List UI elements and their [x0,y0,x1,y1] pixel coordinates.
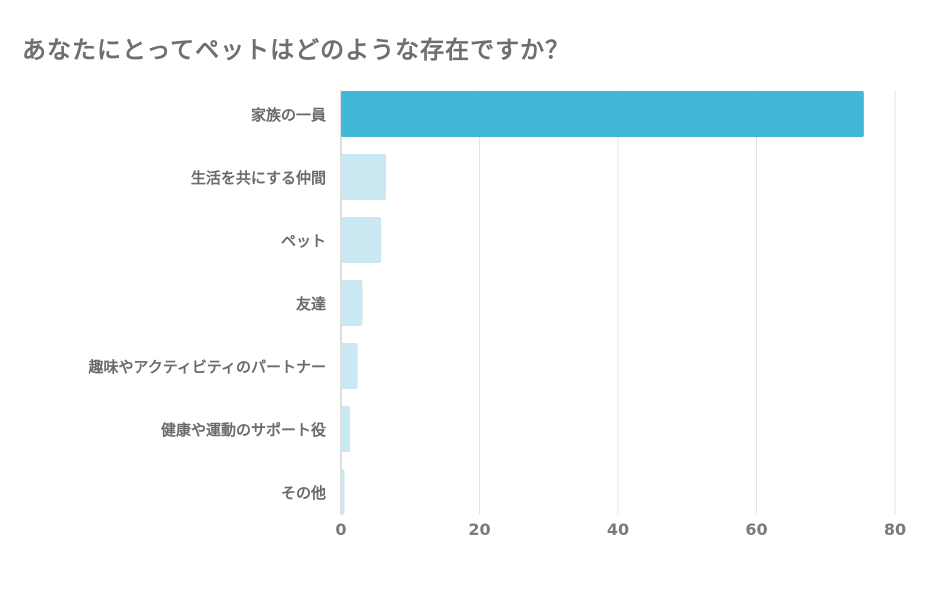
bar [341,217,382,263]
category-label: ペット [281,232,326,250]
chart-title: あなたにとってペットはどのような存在ですか？ [22,36,571,64]
bar [341,280,363,326]
x-tick-label: 0 [335,520,346,539]
x-tick-label: 40 [607,520,629,539]
bar [341,91,864,137]
grid-lines [340,90,896,514]
category-label: 趣味やアクティビティのパートナー [88,358,326,376]
bar [341,469,345,515]
category-label: 友達 [296,295,326,313]
bar [341,406,351,452]
bars [341,91,864,515]
category-label: 家族の一員 [251,106,326,124]
category-label: その他 [281,484,326,502]
category-label: 生活を共にする仲間 [191,169,326,187]
x-tick-label: 20 [468,520,490,539]
x-tick-label: 80 [884,520,906,539]
bar [341,154,387,200]
category-label: 健康や運動のサポート役 [161,421,326,439]
x-axis-ticks: 0 20 40 60 80 [335,520,906,539]
bar [341,343,358,389]
category-labels: 家族の一員生活を共にする仲間ペット友達趣味やアクティビティのパートナー健康や運動… [88,106,326,502]
x-tick-label: 60 [745,520,767,539]
